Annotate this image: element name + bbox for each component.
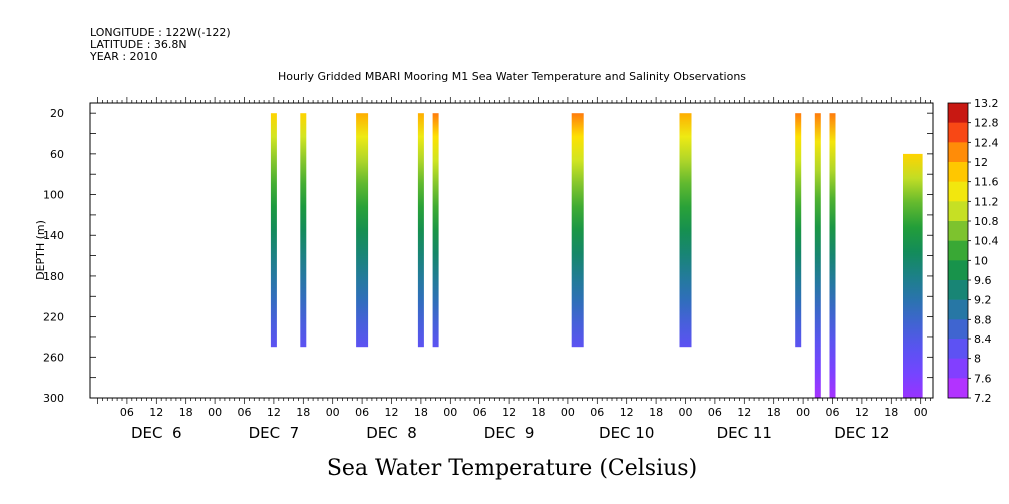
data-strip: [814, 113, 821, 398]
colorbar-tick-label: 11.2: [974, 195, 999, 208]
x-hour-tick-label: 00: [561, 406, 575, 419]
y-tick-label: 180: [43, 270, 64, 283]
x-hour-tick-label: 00: [208, 406, 222, 419]
x-hour-tick-label: 06: [355, 406, 369, 419]
colorbar-swatch: [948, 240, 968, 261]
colorbar-tick-label: 7.6: [974, 372, 992, 385]
x-hour-tick-label: 00: [443, 406, 457, 419]
colorbar-swatch: [948, 142, 968, 163]
data-strip: [903, 153, 923, 398]
data-strip: [300, 113, 307, 348]
colorbar-tick-label: 10: [974, 254, 988, 267]
colorbar-tick-label: 10.4: [974, 235, 999, 248]
year-label: YEAR : 2010: [89, 50, 158, 63]
y-tick-label: 100: [43, 189, 64, 202]
colorbar-swatch: [948, 299, 968, 320]
colorbar-tick-label: 11.6: [974, 176, 999, 189]
x-hour-tick-label: 00: [326, 406, 340, 419]
x-day-label: DEC 12: [834, 424, 889, 442]
bottom-label: Sea Water Temperature (Celsius): [327, 456, 697, 481]
colorbar-tick-label: 13.2: [974, 97, 999, 110]
colorbar-tick-label: 9.6: [974, 274, 992, 287]
data-strip: [432, 113, 439, 348]
data-strip: [417, 113, 424, 348]
x-hour-tick-label: 18: [414, 406, 428, 419]
colorbar-swatch: [948, 162, 968, 182]
y-tick-label: 60: [50, 148, 64, 161]
data-strip: [356, 113, 369, 348]
x-day-label: DEC 7: [249, 424, 300, 442]
x-hour-tick-label: 18: [767, 406, 781, 419]
colorbar-tick-label: 10.8: [974, 215, 999, 228]
colorbar-tick-label: 7.2: [974, 392, 992, 405]
y-tick-label: 140: [43, 229, 64, 242]
colorbar-swatch: [948, 280, 968, 300]
x-day-label: DEC 8: [366, 424, 417, 442]
x-hour-tick-label: 06: [473, 406, 487, 419]
x-hour-tick-label: 12: [855, 406, 869, 419]
y-tick-label: 20: [50, 107, 64, 120]
colorbar-swatch: [948, 319, 968, 340]
y-axis-label: DEPTH (m): [34, 220, 47, 280]
x-hour-tick-label: 12: [267, 406, 281, 419]
x-hour-tick-label: 18: [649, 406, 663, 419]
data-strip: [571, 113, 584, 348]
colorbar-frame: [947, 102, 969, 399]
colorbar-swatch: [948, 358, 968, 379]
x-hour-tick-label: 00: [679, 406, 693, 419]
colorbar-swatch: [948, 378, 968, 399]
x-hour-tick-label: 00: [796, 406, 810, 419]
colorbar: 13.2 12.8 12.4 12 11.6 11.2 10.8 10.4 10 9.6 9.2 8.…: [947, 97, 999, 405]
colorbar-tick-label: 12.8: [974, 117, 999, 130]
axes: 06 12 18 00 06 12 18 00 06 12 18 00 06 12 18 00 06 12 18 00…: [43, 97, 933, 442]
data-strip: [795, 113, 802, 348]
x-hour-tick-label: 06: [238, 406, 252, 419]
colorbar-swatch: [948, 339, 968, 359]
x-hour-tick-label: 12: [737, 406, 751, 419]
x-day-label: DEC 10: [599, 424, 654, 442]
x-day-label: DEC 6: [131, 424, 182, 442]
chart-title: Hourly Gridded MBARI Mooring M1 Sea Wate…: [278, 70, 746, 83]
colorbar-tick-label: 8.4: [974, 333, 992, 346]
colorbar-swatch: [948, 122, 968, 143]
y-tick-label: 300: [43, 392, 64, 405]
x-day-label: DEC 9: [484, 424, 535, 442]
colorbar-tick-label: 9.2: [974, 294, 992, 307]
x-day-label: DEC 11: [717, 424, 772, 442]
x-hour-tick-label: 12: [502, 406, 516, 419]
x-hour-tick-label: 18: [884, 406, 898, 419]
x-hour-tick-label: 18: [532, 406, 546, 419]
data-strip: [270, 113, 277, 348]
colorbar-tick-label: 12: [974, 156, 988, 169]
y-tick-label: 260: [43, 351, 64, 364]
x-hour-tick-label: 00: [914, 406, 928, 419]
x-hour-tick-label: 06: [826, 406, 840, 419]
colorbar-swatch: [948, 181, 968, 202]
x-hour-tick-label: 12: [149, 406, 163, 419]
x-hour-tick-label: 06: [708, 406, 722, 419]
colorbar-tick-label: 8: [974, 353, 981, 366]
data-strips: [270, 113, 923, 398]
x-hour-tick-label: 06: [120, 406, 134, 419]
longitude-label: LONGITUDE : 122W(-122): [90, 26, 231, 39]
colorbar-swatch: [948, 201, 968, 222]
y-tick-label: 220: [43, 311, 64, 324]
x-hour-tick-label: 12: [620, 406, 634, 419]
x-hour-tick-label: 06: [590, 406, 604, 419]
colorbar-swatch: [948, 260, 968, 281]
data-strip: [829, 113, 836, 398]
data-strip: [679, 113, 692, 348]
colorbar-tick-label: 8.8: [974, 313, 992, 326]
colorbar-tick-label: 12.4: [974, 136, 999, 149]
latitude-label: LATITUDE : 36.8N: [90, 38, 187, 51]
x-hour-tick-label: 12: [385, 406, 399, 419]
x-hour-tick-label: 18: [179, 406, 193, 419]
colorbar-swatch: [948, 103, 968, 123]
colorbar-swatch: [948, 221, 968, 241]
x-hour-tick-label: 18: [296, 406, 310, 419]
plot-frame: [89, 102, 934, 399]
